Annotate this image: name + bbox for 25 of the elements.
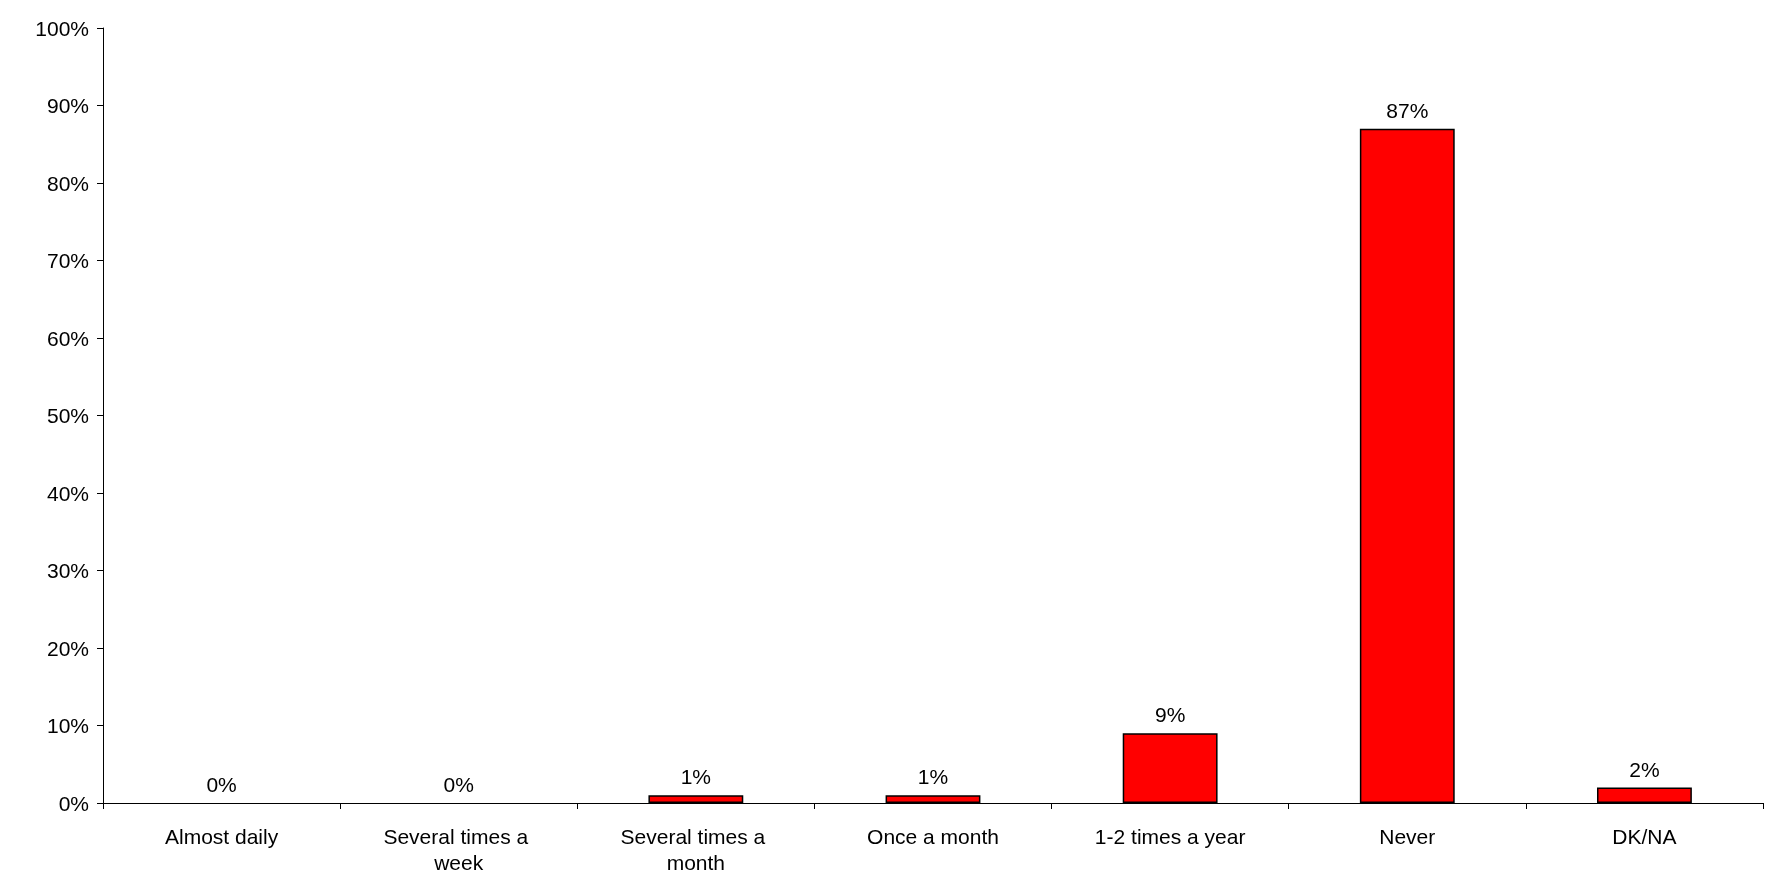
y-tick-label: 40% bbox=[46, 481, 89, 505]
x-tick-label: 1-2 times a year bbox=[1094, 824, 1246, 848]
data-label: 0% bbox=[443, 773, 474, 796]
y-tick-label: 30% bbox=[46, 559, 89, 582]
x-tick-label: DK/NA bbox=[1612, 824, 1677, 848]
data-label: 2% bbox=[1629, 757, 1660, 781]
y-tick-label: 50% bbox=[46, 404, 89, 427]
x-tick-label: Once a month bbox=[867, 824, 999, 848]
y-tick-label: 0% bbox=[58, 791, 89, 815]
y-tick-label: 100% bbox=[35, 16, 89, 40]
y-tick-label: 70% bbox=[46, 249, 89, 272]
y-tick-label: 80% bbox=[46, 171, 89, 195]
x-tick-label: Almost daily bbox=[164, 824, 279, 848]
x-tick-label: Several times a week bbox=[383, 824, 534, 874]
data-label: 0% bbox=[206, 773, 237, 796]
x-tick-label: Never bbox=[1379, 824, 1436, 848]
y-tick-label: 10% bbox=[46, 714, 89, 737]
data-label: 9% bbox=[1154, 703, 1186, 727]
y-tick-label: 60% bbox=[46, 326, 89, 350]
x-tick-label: Several times a month bbox=[620, 824, 772, 874]
data-label: 1% bbox=[680, 765, 712, 789]
y-tick-label: 90% bbox=[46, 94, 89, 117]
data-label: 1% bbox=[917, 765, 949, 789]
y-tick-label: 20% bbox=[46, 636, 89, 660]
data-label: 87% bbox=[1386, 98, 1429, 122]
